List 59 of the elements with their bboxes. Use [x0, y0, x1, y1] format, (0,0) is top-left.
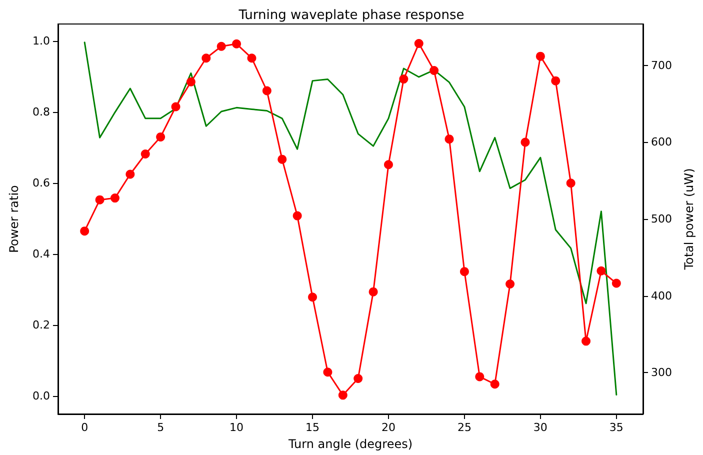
y2-tick-label: 700 [651, 58, 672, 72]
point [582, 336, 591, 346]
point [95, 195, 104, 204]
y2-tick-label: 400 [651, 289, 672, 302]
point [566, 178, 576, 188]
point [80, 226, 90, 236]
point [186, 77, 196, 86]
point [156, 132, 166, 142]
y-tick-label: 0.4 [32, 248, 50, 261]
x-tick-label: 5 [157, 421, 164, 434]
point [506, 280, 515, 288]
point [126, 170, 135, 179]
point [232, 39, 242, 48]
point [278, 154, 287, 164]
y-tick-label: 0.2 [32, 318, 50, 332]
point [171, 102, 180, 112]
y2-tick-label: 600 [651, 136, 672, 149]
point [384, 160, 393, 170]
point [354, 374, 363, 383]
point [444, 134, 454, 144]
point [323, 368, 332, 377]
chart-title: Turning waveplate phase response [238, 8, 464, 23]
y2-tick-label: 300 [651, 366, 672, 380]
x-tick-label: 10 [230, 421, 244, 434]
x-tick-label: 0 [81, 421, 88, 434]
point [414, 39, 424, 48]
point [399, 74, 408, 84]
y-tick-label: 1.0 [32, 34, 50, 48]
point [308, 292, 318, 302]
y-tick-label: 0.8 [32, 106, 50, 119]
x-tick-label: 30 [533, 421, 548, 434]
point [596, 266, 606, 276]
point [612, 278, 621, 288]
point [292, 211, 302, 220]
point [140, 150, 150, 158]
point [110, 194, 120, 203]
point [536, 52, 545, 61]
point [430, 66, 439, 76]
point [460, 267, 469, 276]
point [368, 287, 378, 296]
x-axis-title: Turn angle (degrees) [287, 437, 413, 451]
point [490, 380, 500, 389]
point [338, 390, 348, 400]
x-tick-label: 15 [306, 421, 320, 434]
x-tick-label: 20 [381, 421, 396, 434]
point [216, 42, 226, 51]
x-tick-label: 25 [457, 421, 472, 434]
point [262, 86, 272, 96]
point [551, 76, 560, 86]
y-axis-title: Power ratio [7, 185, 21, 253]
y-tick-label: 0.0 [32, 390, 50, 403]
y2-tick-label: 500 [651, 212, 672, 226]
y2-axis-title: Total power (uW) [682, 168, 696, 271]
y-tick-label: 0.6 [32, 176, 50, 190]
point [247, 54, 256, 63]
point [202, 54, 211, 63]
x-tick-label: 35 [609, 421, 624, 434]
point [475, 372, 484, 382]
point [520, 138, 530, 147]
